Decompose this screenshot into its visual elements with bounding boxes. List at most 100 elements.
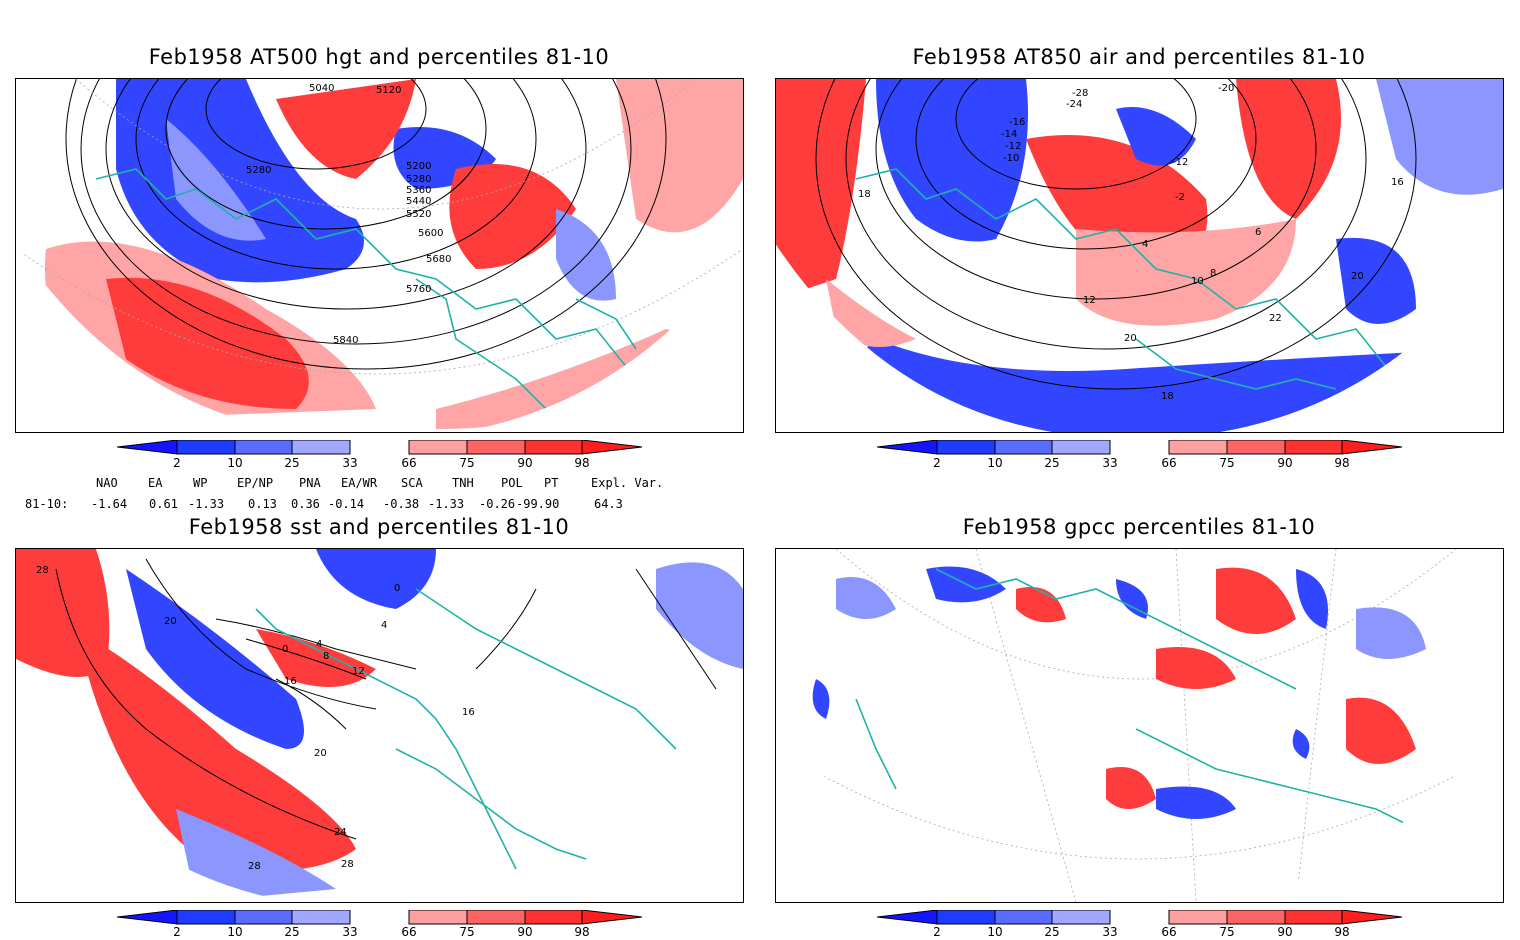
index-header: SCA (401, 476, 423, 490)
contour-label: 5280 (246, 165, 271, 176)
colorbar-tick: 90 (1277, 925, 1293, 939)
anomaly-blue-region (126, 569, 304, 749)
contour-label: -14 (1001, 129, 1017, 140)
index-value: -1.33 (188, 497, 225, 511)
colorbar-swatch (291, 909, 351, 925)
colorbar-swatch (291, 439, 351, 455)
sst-contours (55, 558, 717, 840)
contour-label: 18 (858, 189, 871, 200)
anomaly-lightblue-region (656, 562, 743, 669)
contour-label: 5440 (406, 196, 431, 207)
colorbar-swatch-gt98 (581, 909, 643, 925)
contour-label: 18 (1161, 391, 1174, 402)
colorbar-tick: 33 (1102, 456, 1118, 470)
colorbar-swatch (1226, 909, 1286, 925)
contour-label: 28 (36, 565, 49, 576)
colorbar-tick: 98 (1334, 925, 1350, 939)
anomaly-red-region-3 (256, 629, 376, 687)
contour-label: -20 (1218, 83, 1234, 94)
colorbar-tick: 2 (933, 925, 941, 939)
colorbar-tick: 2 (173, 925, 181, 939)
colorbar-swatch (1051, 909, 1111, 925)
colorbar-tick: 10 (227, 925, 243, 939)
anomaly-blue-region-3 (1336, 237, 1416, 324)
colorbar-swatch (1168, 909, 1228, 925)
colorbar-swatch-lt2 (876, 909, 938, 925)
anomaly-lightblue-region (166, 119, 266, 241)
panel-title-1: Feb1958 AT500 hgt and percentiles 81-10 (148, 45, 610, 69)
colorbar-tick: 75 (459, 925, 475, 939)
anomaly-lightred-region-2 (826, 279, 916, 347)
colorbar-tick: 98 (574, 925, 590, 939)
anomaly-red-region-2 (76, 629, 356, 872)
panel-title-3: Feb1958 sst and percentiles 81-10 (188, 515, 570, 539)
index-header: EA/WR (341, 476, 378, 490)
contour-label: 6 (1255, 227, 1261, 238)
colorbar-swatch (1168, 439, 1228, 455)
colorbar-swatch (408, 439, 468, 455)
contour-label: 28 (248, 861, 261, 872)
colorbar-top (116, 439, 643, 462)
colorbar-tick: 33 (342, 925, 358, 939)
contour-label: 8 (323, 651, 329, 662)
contour-label: 5680 (426, 254, 451, 265)
index-value: 64.3 (594, 497, 623, 511)
colorbar-swatch (994, 909, 1053, 925)
contour-label: 12 (1083, 295, 1096, 306)
contour-label: 4 (316, 639, 322, 650)
colorbar-tick: 2 (173, 456, 181, 470)
index-header: EA (148, 476, 163, 490)
anomaly-blue-region-2 (316, 549, 436, 609)
colorbar-swatch (524, 439, 583, 455)
colorbar-swatch (466, 439, 526, 455)
colorbar-swatch (234, 909, 293, 925)
colorbar-tick: 90 (1277, 456, 1293, 470)
colorbar-tick: 90 (517, 925, 533, 939)
anomaly-red-region-2 (449, 164, 576, 269)
colorbar-tick: 33 (342, 456, 358, 470)
map-panel-sst: 28 20 0 4 8 12 16 20 24 28 28 16 4 0 (15, 548, 744, 903)
colorbar-tick: 66 (401, 925, 417, 939)
contour-label: 5200 (406, 161, 431, 172)
contour-label: 16 (1391, 177, 1404, 188)
contour-label: 20 (1351, 271, 1364, 282)
contour-label: 4 (381, 620, 387, 631)
map-grid-lines (16, 79, 743, 375)
colorbar-swatch (1284, 909, 1343, 925)
contour-label: 4 (1142, 239, 1148, 250)
colorbar-swatch (234, 439, 293, 455)
colorbar-swatch-gt98 (581, 439, 643, 455)
contour-label: 10 (1191, 276, 1204, 287)
colorbar-tick: 33 (1102, 925, 1118, 939)
contour-label: 16 (462, 707, 475, 718)
colorbar-tick: 10 (987, 456, 1003, 470)
colorbar-swatch (994, 439, 1053, 455)
anomaly-red-region-3 (1236, 79, 1341, 219)
index-value: -99.90 (516, 497, 560, 511)
colorbar-swatch (524, 909, 583, 925)
contour-label: -24 (1066, 99, 1082, 110)
contour-label: 12 (352, 666, 365, 677)
index-value: -1.33 (428, 497, 465, 511)
colorbar-swatch (176, 909, 236, 925)
map-panel-at850: -28 -24 -16 -14 -12 -10 -20 -12 -2 4 8 1… (775, 78, 1504, 433)
contour-label: 16 (284, 676, 297, 687)
contour-label: 0 (282, 644, 288, 655)
colorbar-tick: 75 (1219, 925, 1235, 939)
contour-label: 20 (314, 748, 327, 759)
index-value: -0.38 (383, 497, 420, 511)
colorbar-tick: 66 (401, 456, 417, 470)
index-value: -1.64 (91, 497, 128, 511)
precip-red-patches (1016, 567, 1416, 809)
colorbar-swatch-lt2 (876, 439, 938, 455)
colorbar-tick: 75 (459, 456, 475, 470)
colorbar-tick: 90 (517, 456, 533, 470)
contour-label: -2 (1175, 192, 1185, 203)
colorbar-tick: 98 (574, 456, 590, 470)
colorbar-top-right (876, 439, 1403, 462)
contour-label: 0 (394, 583, 400, 594)
index-value: -0.14 (328, 497, 365, 511)
colorbar-bottom-left (116, 909, 643, 932)
index-header: POL (501, 476, 523, 490)
anomaly-red-region (776, 79, 866, 299)
